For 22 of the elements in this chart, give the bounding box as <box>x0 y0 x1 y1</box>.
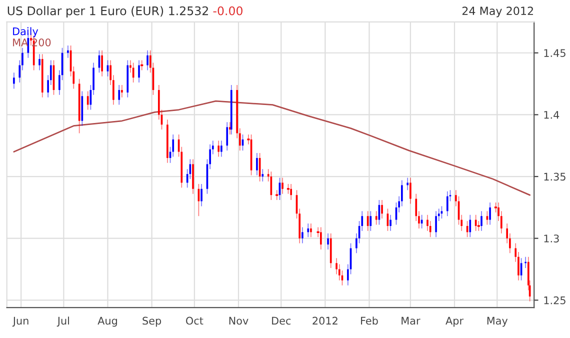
y-tick-label: 1.3 <box>544 234 559 242</box>
line-series <box>13 100 531 196</box>
chart-title: US Dollar per 1 Euro (EUR) 1.2532 <box>8 6 208 18</box>
x-tick-label: Dec <box>272 316 291 325</box>
text: 24 May 2012 <box>462 6 533 18</box>
x-tick-label: Mar <box>402 316 420 325</box>
text: -0.00 <box>213 6 242 16</box>
x-tick-label: May <box>487 316 508 327</box>
x-tick-label: Jun <box>12 316 28 327</box>
y-tick-label: 1.35 <box>544 172 566 181</box>
y-tick-label: 1.25 <box>544 296 566 304</box>
x-tick-label: Sep <box>142 316 162 327</box>
x-tick-label: Apr <box>446 316 464 327</box>
x-tick-label: Feb <box>361 316 378 325</box>
x-tick-label: Nov <box>229 316 248 325</box>
y-tick-label: 1.4 <box>544 111 560 119</box>
x-tick-label: 2012 <box>312 316 338 325</box>
y-tick-label: 1.45 <box>544 49 566 57</box>
x-tick-label: Oct <box>186 316 204 325</box>
x-tick-label: Aug <box>98 316 117 327</box>
x-tick-label: Jul <box>56 316 69 327</box>
series-label: Daily <box>13 27 38 38</box>
